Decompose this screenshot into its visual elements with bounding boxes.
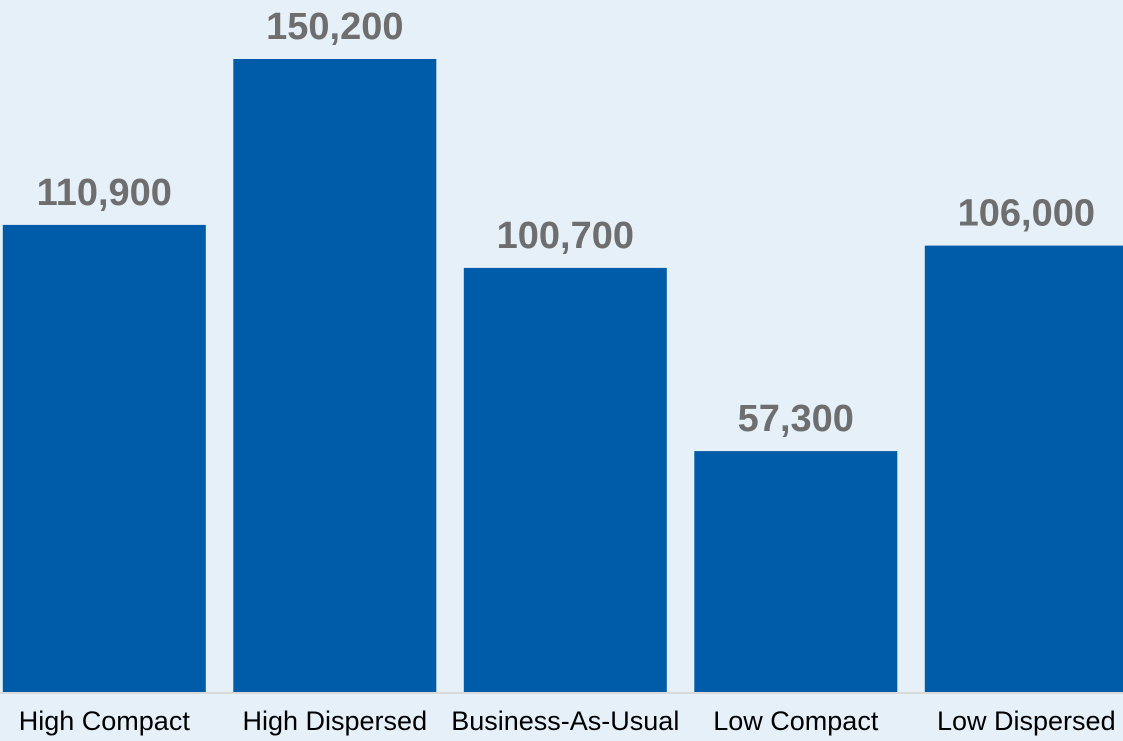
- x-tick-label-high-dispersed: High Dispersed: [243, 706, 428, 736]
- bars-layer: [2, 59, 1123, 693]
- x-tick-label-low-dispersed: Low Dispersed: [937, 706, 1116, 736]
- data-label-high-dispersed: 150,200: [266, 6, 403, 48]
- value-labels-layer: 110,900 150,200 100,700 57,300 106,000: [37, 6, 1095, 440]
- x-tick-labels-layer: High Compact High Dispersed Business-As-Us…: [19, 706, 1116, 736]
- bar-high-compact: [2, 224, 206, 693]
- data-label-low-compact: 57,300: [738, 398, 854, 440]
- data-label-low-dispersed: 106,000: [958, 193, 1095, 235]
- bar-business-as-usual: [463, 267, 667, 693]
- x-tick-label-high-compact: High Compact: [19, 706, 191, 736]
- x-tick-label-business-as-usual: Business-As-Usual: [451, 706, 679, 736]
- bar-high-dispersed: [233, 59, 437, 693]
- bar-low-dispersed: [924, 245, 1123, 693]
- x-tick-label-low-compact: Low Compact: [713, 706, 879, 736]
- data-label-business-as-usual: 100,700: [497, 215, 634, 257]
- bar-low-compact: [694, 451, 898, 693]
- data-label-high-compact: 110,900: [37, 172, 172, 214]
